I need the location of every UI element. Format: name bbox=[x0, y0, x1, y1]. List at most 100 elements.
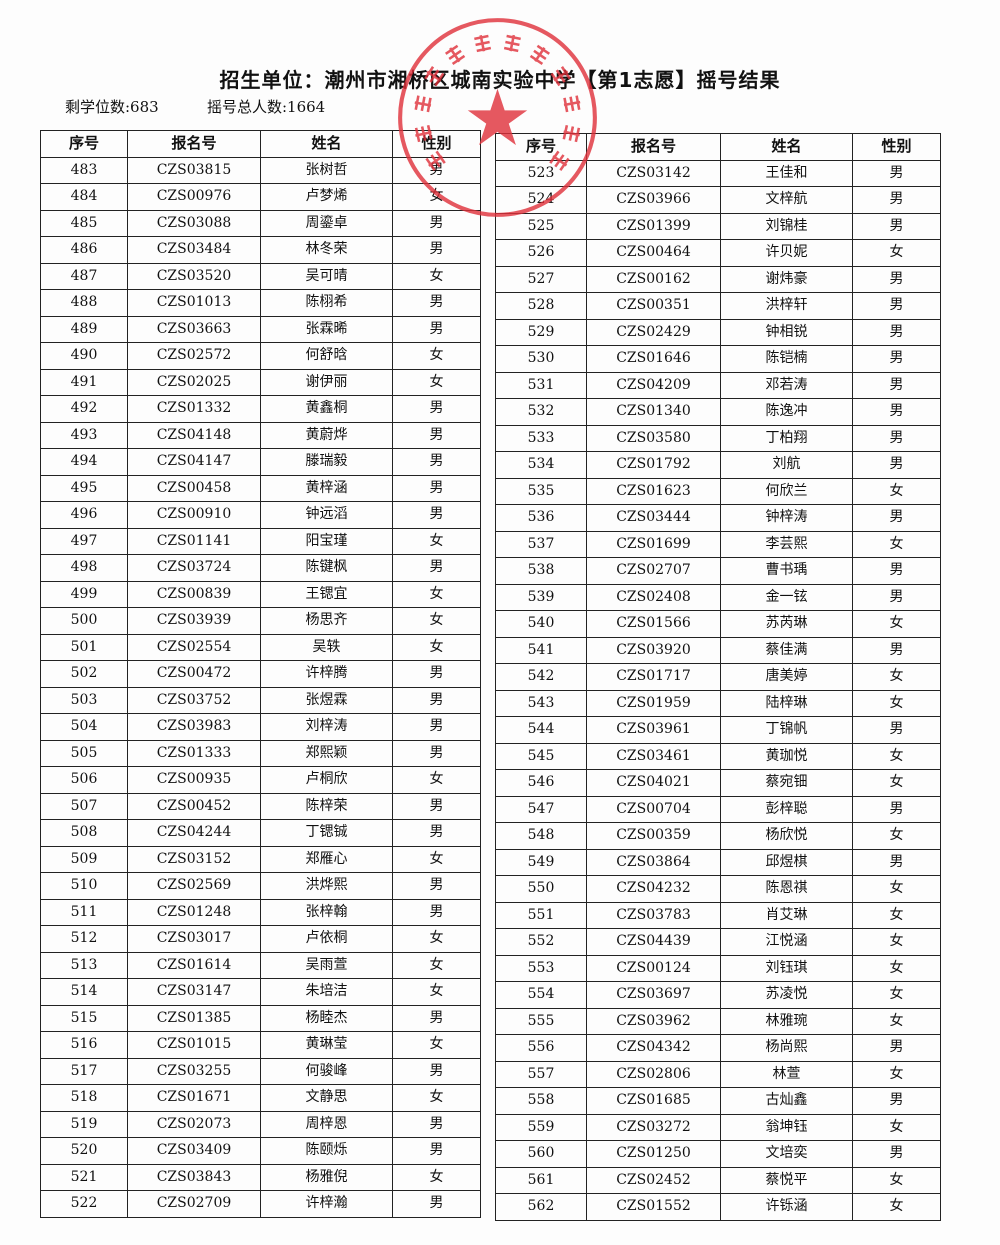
row-index: 539 bbox=[495, 583, 587, 611]
row-reg-no: CZS00472 bbox=[127, 660, 261, 688]
row-index: 552 bbox=[495, 928, 587, 956]
row-reg-no: CZS01250 bbox=[586, 1140, 721, 1168]
row-name: 杨睦杰 bbox=[260, 1004, 393, 1032]
row-gender: 男 bbox=[852, 398, 941, 426]
row-reg-no: CZS00124 bbox=[586, 954, 721, 982]
row-index: 541 bbox=[495, 636, 587, 664]
row-index: 534 bbox=[495, 451, 587, 479]
row-gender: 女 bbox=[392, 342, 481, 370]
row-index: 531 bbox=[495, 371, 587, 399]
row-name: 吴可晴 bbox=[260, 262, 393, 290]
row-name: 陈恩祺 bbox=[720, 875, 853, 903]
row-name: 周鎏卓 bbox=[260, 209, 393, 237]
row-reg-no: CZS01685 bbox=[586, 1087, 721, 1115]
row-gender: 男 bbox=[852, 1034, 941, 1062]
row-reg-no: CZS00839 bbox=[127, 580, 261, 608]
row-name: 黄蔚烨 bbox=[260, 421, 393, 449]
table-row: 537 CZS01699 李芸熙女 bbox=[495, 530, 941, 558]
row-gender: 男 bbox=[392, 713, 481, 741]
row-reg-no: CZS01332 bbox=[127, 395, 261, 423]
row-reg-no: CZS03088 bbox=[127, 209, 261, 237]
row-reg-no: CZS02554 bbox=[127, 633, 261, 661]
row-index: 516 bbox=[40, 1031, 128, 1059]
row-name: 丁柏翔 bbox=[720, 424, 853, 452]
row-name: 陈梓荣 bbox=[260, 792, 393, 820]
table-row: 506 CZS00935 卢桐欣女 bbox=[40, 766, 481, 794]
table-row: 519 CZS02073 周梓恩男 bbox=[40, 1110, 481, 1138]
row-reg-no: CZS03724 bbox=[127, 554, 261, 582]
row-index: 560 bbox=[495, 1140, 587, 1168]
row-index: 542 bbox=[495, 663, 587, 691]
row-name: 丁锶铖 bbox=[260, 819, 393, 847]
row-gender: 男 bbox=[852, 371, 941, 399]
row-index: 549 bbox=[495, 848, 587, 876]
row-reg-no: CZS01248 bbox=[127, 898, 261, 926]
table-row: 532 CZS01340 陈逸冲男 bbox=[495, 398, 941, 426]
row-reg-no: CZS03409 bbox=[127, 1137, 261, 1165]
row-index: 530 bbox=[495, 345, 587, 373]
row-gender: 男 bbox=[852, 795, 941, 823]
table-row: 562 CZS01552 许铄涵女 bbox=[495, 1193, 941, 1221]
table-row: 561 CZS02452 蔡悦平女 bbox=[495, 1166, 941, 1194]
row-gender: 女 bbox=[852, 822, 941, 850]
row-name: 吴轶 bbox=[260, 633, 393, 661]
row-reg-no: CZS04209 bbox=[586, 371, 721, 399]
row-reg-no: CZS00935 bbox=[127, 766, 261, 794]
page-title: 招生单位：潮州市湘桥区城南实验中学【第1志愿】摇号结果 bbox=[219, 68, 781, 92]
row-gender: 男 bbox=[852, 186, 941, 214]
row-index: 557 bbox=[495, 1060, 587, 1088]
row-name: 杨欣悦 bbox=[720, 822, 853, 850]
row-name: 张煜霖 bbox=[260, 686, 393, 714]
row-gender: 男 bbox=[392, 474, 481, 502]
row-gender: 男 bbox=[852, 451, 941, 479]
row-reg-no: CZS02707 bbox=[586, 557, 721, 585]
table-row: 523 CZS03142 王佳和男 bbox=[495, 159, 941, 187]
table-row: 522 CZS02709 许梓瀚男 bbox=[40, 1190, 481, 1218]
table-row: 550 CZS04232 陈恩祺女 bbox=[495, 875, 941, 903]
row-name: 阳宝瑾 bbox=[260, 527, 393, 555]
row-name: 曹书瑀 bbox=[720, 557, 853, 585]
row-index: 504 bbox=[40, 713, 128, 741]
row-reg-no: CZS03520 bbox=[127, 262, 261, 290]
row-name: 彭梓聪 bbox=[720, 795, 853, 823]
row-reg-no: CZS03961 bbox=[586, 716, 721, 744]
row-index: 524 bbox=[495, 186, 587, 214]
table-row: 496 CZS00910 钟远滔男 bbox=[40, 501, 481, 529]
row-reg-no: CZS01792 bbox=[586, 451, 721, 479]
row-index: 486 bbox=[40, 236, 128, 264]
row-gender: 男 bbox=[852, 504, 941, 532]
table-row: 521 CZS03843 杨雅倪女 bbox=[40, 1163, 481, 1191]
row-index: 529 bbox=[495, 318, 587, 346]
row-reg-no: CZS01552 bbox=[586, 1193, 721, 1221]
row-name: 张梓翰 bbox=[260, 898, 393, 926]
row-index: 556 bbox=[495, 1034, 587, 1062]
col-index: 序号 bbox=[40, 130, 128, 158]
table-row: 503 CZS03752 张煜霖男 bbox=[40, 686, 481, 714]
table-row: 547 CZS00704 彭梓聪男 bbox=[495, 795, 941, 823]
row-gender: 男 bbox=[852, 159, 941, 187]
row-name: 许铄涵 bbox=[720, 1193, 853, 1221]
row-index: 537 bbox=[495, 530, 587, 558]
row-index: 548 bbox=[495, 822, 587, 850]
row-index: 487 bbox=[40, 262, 128, 290]
row-name: 蔡佳满 bbox=[720, 636, 853, 664]
row-index: 488 bbox=[40, 289, 128, 317]
table-row: 507 CZS00452 陈梓荣男 bbox=[40, 792, 481, 820]
row-reg-no: CZS03272 bbox=[586, 1113, 721, 1141]
row-index: 550 bbox=[495, 875, 587, 903]
table-header: 序号 报名号 姓名 性别 bbox=[40, 130, 481, 158]
row-index: 498 bbox=[40, 554, 128, 582]
table-row: 518 CZS01671 文静思女 bbox=[40, 1084, 481, 1112]
results-table-left: 序号 报名号 姓名 性别 483 CZS03815 张树哲男 484 CZS00976 卢… bbox=[40, 130, 481, 1218]
table-row: 508 CZS04244 丁锶铖男 bbox=[40, 819, 481, 847]
table-row: 552 CZS04439 江悦涵女 bbox=[495, 928, 941, 956]
row-index: 514 bbox=[40, 978, 128, 1006]
row-name: 肖艾琳 bbox=[720, 901, 853, 929]
row-name: 李芸熙 bbox=[720, 530, 853, 558]
row-gender: 女 bbox=[852, 689, 941, 717]
row-name: 王锶宜 bbox=[260, 580, 393, 608]
row-name: 邱煜棋 bbox=[720, 848, 853, 876]
row-name: 林萱 bbox=[720, 1060, 853, 1088]
row-index: 489 bbox=[40, 315, 128, 343]
row-gender: 女 bbox=[852, 928, 941, 956]
